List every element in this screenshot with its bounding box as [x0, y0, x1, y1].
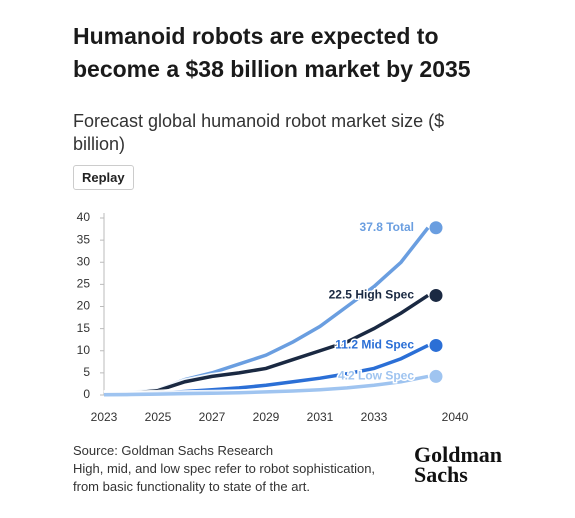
x-tick-label: 2031: [307, 410, 334, 424]
x-tick-label: 2033: [361, 410, 388, 424]
y-tick-label: 10: [77, 343, 91, 357]
footnote: Source: Goldman Sachs Research High, mid…: [73, 442, 403, 496]
y-tick-label: 0: [83, 387, 90, 401]
replay-button[interactable]: Replay: [73, 165, 134, 190]
y-tick-label: 40: [77, 210, 91, 224]
logo-line: Sachs: [414, 462, 468, 487]
end-dot: [429, 369, 443, 383]
series-line: [103, 374, 429, 397]
y-tick-label: 5: [83, 365, 90, 379]
chart-title: Humanoid robots are expected to become a…: [73, 23, 471, 82]
source: Source: Goldman Sachs Research: [73, 443, 274, 458]
x-tick-label: 2029: [253, 410, 280, 424]
x-tick-label: 2027: [199, 410, 226, 424]
y-tick-label: 20: [77, 299, 91, 313]
end-label: 37.8 Total: [360, 220, 414, 234]
y-tick-label: 15: [77, 321, 91, 335]
end-dot: [429, 338, 443, 352]
x-tick-label: 2025: [145, 410, 172, 424]
y-tick-label: 35: [77, 232, 91, 246]
x-tick-label: 2040: [442, 410, 469, 424]
y-tick-label: 30: [77, 254, 91, 268]
end-label: 4.2 Low Spec: [338, 369, 414, 383]
logo-line: Goldman: [414, 442, 503, 467]
end-dot: [429, 288, 443, 302]
logo: Goldman Sachs: [414, 442, 503, 487]
end-label: 22.5 High Spec: [329, 288, 415, 302]
end-label: 11.2 Mid Spec: [335, 338, 414, 352]
chart-subtitle: Forecast global humanoid robot market si…: [73, 111, 445, 154]
note: High, mid, and low spec refer to robot s…: [73, 461, 376, 494]
x-tick-label: 2023: [91, 410, 118, 424]
end-dot: [429, 221, 443, 235]
y-tick-label: 25: [77, 277, 91, 291]
